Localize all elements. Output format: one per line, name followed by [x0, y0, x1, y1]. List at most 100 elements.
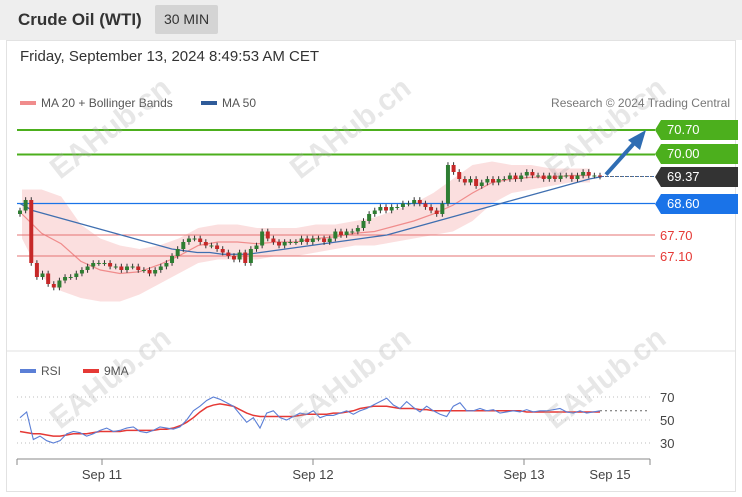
- candle-body: [361, 221, 366, 228]
- candle-body: [440, 203, 445, 214]
- candle-body: [96, 263, 101, 264]
- watermark-text: EAHub.cn: [44, 71, 177, 185]
- candle-body: [102, 263, 107, 264]
- candle-body: [395, 207, 400, 208]
- rsi-tick-30: 30: [660, 436, 675, 451]
- candle-body: [384, 207, 389, 211]
- candle-body: [243, 252, 248, 263]
- candle-body: [322, 238, 327, 242]
- legend-ma20-swatch: [20, 101, 36, 105]
- candle-body: [170, 256, 175, 263]
- candle-body: [502, 179, 507, 180]
- candle-body: [333, 231, 338, 239]
- candle-body: [79, 270, 84, 274]
- level-tag-current-price: 69.37: [655, 167, 738, 187]
- candle-body: [513, 175, 518, 179]
- legend-9ma-swatch: [83, 369, 99, 373]
- candle-body: [198, 238, 203, 242]
- candle-body: [581, 172, 586, 176]
- candle-body: [34, 263, 39, 277]
- candle-body: [29, 200, 34, 263]
- candle-body: [592, 175, 597, 177]
- legend-rsi-swatch: [20, 369, 36, 373]
- candle-body: [57, 280, 62, 288]
- candle-body: [248, 249, 253, 263]
- candle-body: [277, 242, 282, 246]
- legend-ma50-label: MA 50: [222, 96, 257, 110]
- candle-body: [271, 238, 276, 242]
- candle-body: [113, 266, 118, 268]
- header-bar: [0, 0, 742, 40]
- candle-body: [215, 245, 220, 249]
- candle-body: [175, 249, 180, 256]
- candle-body: [564, 175, 569, 177]
- candle-body: [220, 249, 225, 253]
- candle-body: [108, 263, 113, 267]
- candle-body: [417, 200, 422, 204]
- candle-body: [474, 179, 479, 186]
- timestamp: Friday, September 13, 2024 8:49:53 AM CE…: [20, 48, 320, 65]
- x-tick-sep11: Sep 11: [81, 467, 123, 482]
- x-tick-sep12: Sep 12: [292, 467, 334, 482]
- candle-body: [586, 172, 591, 176]
- candle-body: [485, 179, 490, 183]
- legend-rsi-label: RSI: [41, 364, 62, 378]
- candle-body: [457, 172, 462, 179]
- candle-body: [406, 203, 411, 205]
- candle-body: [85, 266, 90, 270]
- candle-body: [192, 238, 197, 240]
- candle-body: [181, 242, 186, 249]
- candle-body: [598, 175, 602, 177]
- level-label-support-2: 67.70: [660, 228, 693, 243]
- instrument-title: Crude Oil (WTI): [18, 10, 142, 29]
- candle-body: [310, 238, 315, 242]
- legend-ma50: MA 50: [201, 96, 256, 110]
- candle-body: [226, 252, 231, 256]
- chart-frame: [6, 40, 736, 492]
- candle-body: [479, 182, 484, 186]
- candle-body: [237, 252, 242, 260]
- candle-body: [462, 179, 467, 183]
- watermark-text: EAHub.cn: [284, 71, 417, 185]
- candle-body: [350, 231, 355, 233]
- legend-9ma: 9MA: [83, 364, 129, 378]
- candle-body: [23, 200, 28, 211]
- candle-body: [130, 266, 135, 268]
- candle-body: [153, 270, 158, 274]
- candle-body: [260, 231, 265, 246]
- timeframe-badge[interactable]: 30 MIN: [155, 5, 218, 34]
- candle-body: [91, 263, 96, 267]
- legend-ma50-swatch: [201, 101, 217, 105]
- ma50-line: [19, 175, 603, 255]
- legend-9ma-label: 9MA: [104, 364, 129, 378]
- watermark-text: EAHub.cn: [539, 71, 672, 185]
- candle-body: [299, 238, 304, 242]
- candle-body: [51, 284, 56, 288]
- candle-body: [203, 242, 208, 246]
- candle-body: [372, 210, 377, 214]
- candle-body: [496, 179, 501, 183]
- candle-body: [40, 273, 45, 277]
- candle-body: [141, 270, 146, 271]
- legend-rsi: RSI: [20, 364, 61, 378]
- candle-body: [327, 238, 332, 242]
- candle-body: [344, 231, 349, 235]
- candle-body: [429, 207, 434, 211]
- candle-body: [63, 277, 68, 281]
- candle-body: [288, 242, 293, 243]
- candle-body: [491, 179, 496, 183]
- candle-body: [558, 175, 563, 179]
- candle-body: [18, 210, 22, 214]
- candle-body: [124, 266, 129, 270]
- candle-body: [423, 203, 428, 207]
- candle-body: [164, 263, 169, 267]
- candle-body: [378, 207, 383, 211]
- candle-body: [68, 277, 73, 278]
- candle-body: [316, 238, 321, 240]
- candle-body: [74, 273, 79, 277]
- candle-body: [136, 266, 141, 270]
- candle-body: [265, 231, 270, 239]
- candle-body: [186, 238, 191, 242]
- candle-body: [445, 165, 450, 204]
